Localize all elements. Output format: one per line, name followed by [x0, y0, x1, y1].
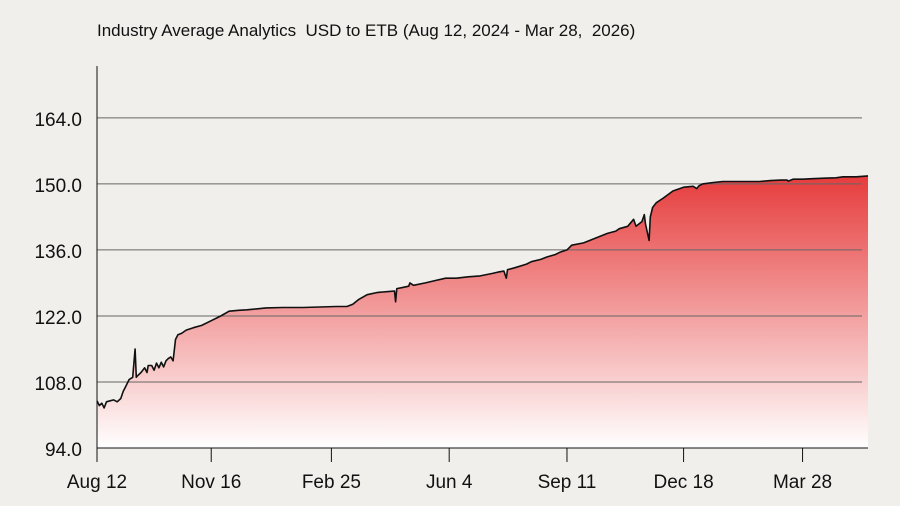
x-tick-label: Aug 12 [67, 472, 127, 493]
chart-title: Industry Average Analytics USD to ETB (A… [97, 21, 636, 40]
x-tick-label: Mar 28 [773, 472, 832, 493]
x-tick-label: Dec 18 [653, 472, 713, 493]
y-tick-label: 150.0 [34, 176, 82, 197]
y-tick-label: 164.0 [34, 110, 82, 131]
x-tick-label: Sep 11 [538, 472, 597, 493]
y-tick-label: 136.0 [34, 242, 82, 263]
y-tick-label: 122.0 [34, 308, 82, 329]
series-line [96, 175, 869, 409]
y-tick-label: 94.0 [45, 440, 82, 461]
x-tick-label: Feb 25 [302, 472, 361, 493]
x-tick-label: Jun 4 [426, 472, 473, 493]
series-area [97, 175, 868, 448]
y-tick-label: 108.0 [34, 374, 82, 395]
x-tick-label: Nov 16 [181, 472, 241, 493]
